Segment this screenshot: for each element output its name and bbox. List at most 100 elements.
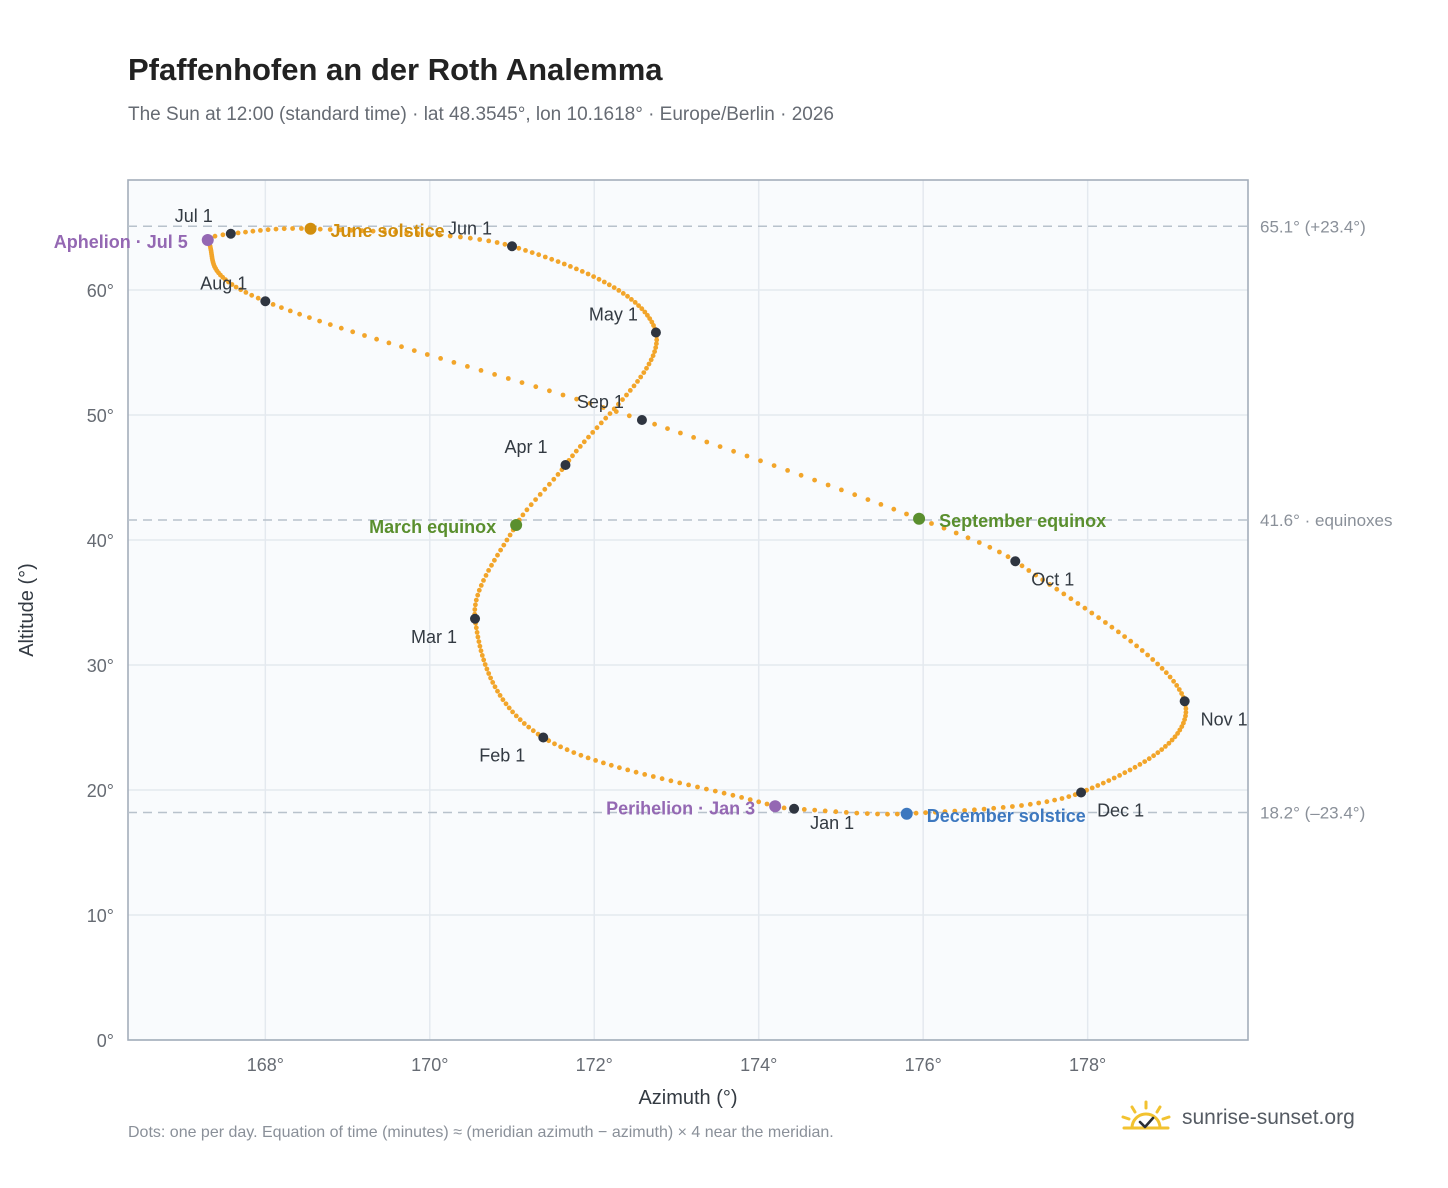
daily-sun-dot bbox=[1139, 648, 1145, 653]
daily-sun-dot bbox=[348, 227, 354, 233]
daily-sun-dot bbox=[1089, 610, 1095, 616]
daily-sun-dot bbox=[265, 227, 271, 233]
daily-sun-dot bbox=[1061, 591, 1067, 597]
daily-sun-dot bbox=[645, 312, 650, 318]
daily-sun-dot bbox=[923, 810, 928, 816]
daily-sun-dot bbox=[1176, 687, 1182, 692]
daily-sun-dot bbox=[270, 302, 276, 307]
brand[interactable]: sunrise-sunset.org bbox=[1120, 1100, 1355, 1136]
daily-sun-dot bbox=[526, 724, 532, 730]
daily-sun-dot bbox=[533, 384, 539, 390]
daily-sun-dot bbox=[1146, 756, 1152, 762]
y-tick-label: 10° bbox=[87, 906, 114, 926]
event-label: Perihelion · Jan 3 bbox=[606, 798, 755, 818]
daily-sun-dot bbox=[758, 458, 763, 464]
y-tick-label: 0° bbox=[97, 1031, 114, 1051]
daily-sun-dot bbox=[570, 453, 575, 459]
daily-sun-dot bbox=[833, 809, 839, 815]
daily-sun-dot bbox=[625, 293, 630, 299]
daily-sun-dot bbox=[338, 325, 344, 331]
daily-sun-dot bbox=[591, 274, 596, 279]
daily-sun-dot bbox=[639, 306, 645, 312]
daily-sun-dot bbox=[1171, 678, 1176, 684]
daily-sun-dot bbox=[585, 271, 591, 277]
daily-sun-dot bbox=[472, 607, 478, 612]
daily-sun-dot bbox=[482, 662, 488, 667]
daily-sun-dot bbox=[492, 557, 497, 563]
daily-sun-dot bbox=[233, 284, 239, 290]
daily-sun-dot bbox=[712, 788, 718, 794]
daily-sun-dot bbox=[327, 322, 333, 327]
reference-line-label: 18.2° (–23.4°) bbox=[1260, 804, 1365, 823]
daily-sun-dot bbox=[229, 282, 235, 287]
daily-sun-dot bbox=[606, 282, 612, 288]
daily-sun-dot bbox=[338, 227, 343, 233]
daily-sun-dot bbox=[542, 254, 548, 260]
month-marker bbox=[260, 296, 271, 307]
sun-logo-icon bbox=[1121, 1100, 1171, 1130]
daily-sun-dot bbox=[506, 705, 512, 711]
daily-sun-dot bbox=[220, 232, 226, 238]
plot-frame bbox=[127, 179, 1249, 1041]
daily-sun-dot bbox=[560, 392, 566, 398]
y-tick-label: 40° bbox=[87, 531, 114, 551]
daily-sun-dot bbox=[479, 653, 485, 658]
daily-sun-dot bbox=[653, 345, 659, 350]
daily-sun-dot bbox=[616, 401, 621, 407]
daily-sun-dot bbox=[495, 688, 500, 694]
daily-sun-dot bbox=[568, 264, 573, 269]
daily-sun-dot bbox=[781, 805, 787, 811]
brand-name: sunrise-sunset.org bbox=[1182, 1106, 1355, 1129]
daily-sun-dot bbox=[1005, 554, 1011, 560]
daily-sun-dot bbox=[547, 388, 552, 394]
daily-sun-dot bbox=[596, 276, 602, 282]
daily-sun-dot bbox=[854, 810, 860, 816]
footnote: Dots: one per day. Equation of time (min… bbox=[128, 1124, 834, 1141]
daily-sun-dot bbox=[739, 795, 744, 800]
daily-sun-dot bbox=[359, 228, 365, 234]
daily-sun-dot bbox=[473, 597, 479, 603]
daily-sun-dot bbox=[498, 547, 503, 553]
daily-sun-dot bbox=[1150, 657, 1156, 662]
daily-sun-dot bbox=[932, 809, 938, 815]
month-marker-label: Sep 1 bbox=[577, 392, 624, 412]
daily-sun-dot bbox=[1059, 796, 1065, 801]
daily-sun-dot bbox=[492, 372, 497, 377]
event-marker bbox=[913, 512, 926, 525]
daily-sun-dot bbox=[415, 231, 421, 236]
daily-sun-dot bbox=[476, 639, 482, 644]
daily-sun-dot bbox=[587, 400, 593, 406]
daily-sun-dot bbox=[273, 226, 279, 232]
daily-sun-dot bbox=[475, 592, 481, 598]
daily-sun-dot bbox=[593, 758, 598, 763]
daily-sun-dot bbox=[1111, 775, 1117, 781]
daily-sun-dot bbox=[965, 535, 971, 541]
daily-sun-dot bbox=[601, 760, 606, 766]
reference-line-label: 41.6° · equinoxes bbox=[1260, 511, 1393, 530]
daily-sun-dot bbox=[1052, 797, 1057, 803]
daily-sun-dot bbox=[477, 237, 483, 242]
daily-sun-dot bbox=[1159, 666, 1165, 671]
daily-sun-dot bbox=[474, 630, 480, 635]
daily-sun-dot bbox=[1100, 780, 1106, 786]
daily-sun-dot bbox=[290, 226, 295, 231]
daily-sun-dot bbox=[654, 341, 659, 347]
daily-sun-dot bbox=[586, 434, 591, 440]
daily-sun-dot bbox=[771, 463, 777, 468]
daily-sun-dot bbox=[1019, 803, 1024, 808]
daily-sun-dot bbox=[524, 507, 530, 513]
event-label: Aphelion · Jul 5 bbox=[54, 232, 188, 252]
daily-sun-dot bbox=[962, 808, 967, 813]
daily-sun-dot bbox=[635, 379, 640, 384]
month-marker-label: Jan 1 bbox=[810, 813, 854, 833]
daily-sun-dot bbox=[764, 801, 770, 807]
daily-sun-dot bbox=[510, 709, 515, 715]
daily-sun-dot bbox=[523, 248, 528, 253]
daily-sun-dot bbox=[865, 497, 871, 502]
daily-sun-dot bbox=[798, 472, 804, 478]
daily-sun-dot bbox=[659, 776, 665, 782]
month-marker bbox=[1010, 556, 1021, 567]
daily-sun-dot bbox=[747, 797, 753, 802]
month-marker bbox=[538, 732, 549, 743]
daily-sun-dot bbox=[581, 439, 587, 445]
